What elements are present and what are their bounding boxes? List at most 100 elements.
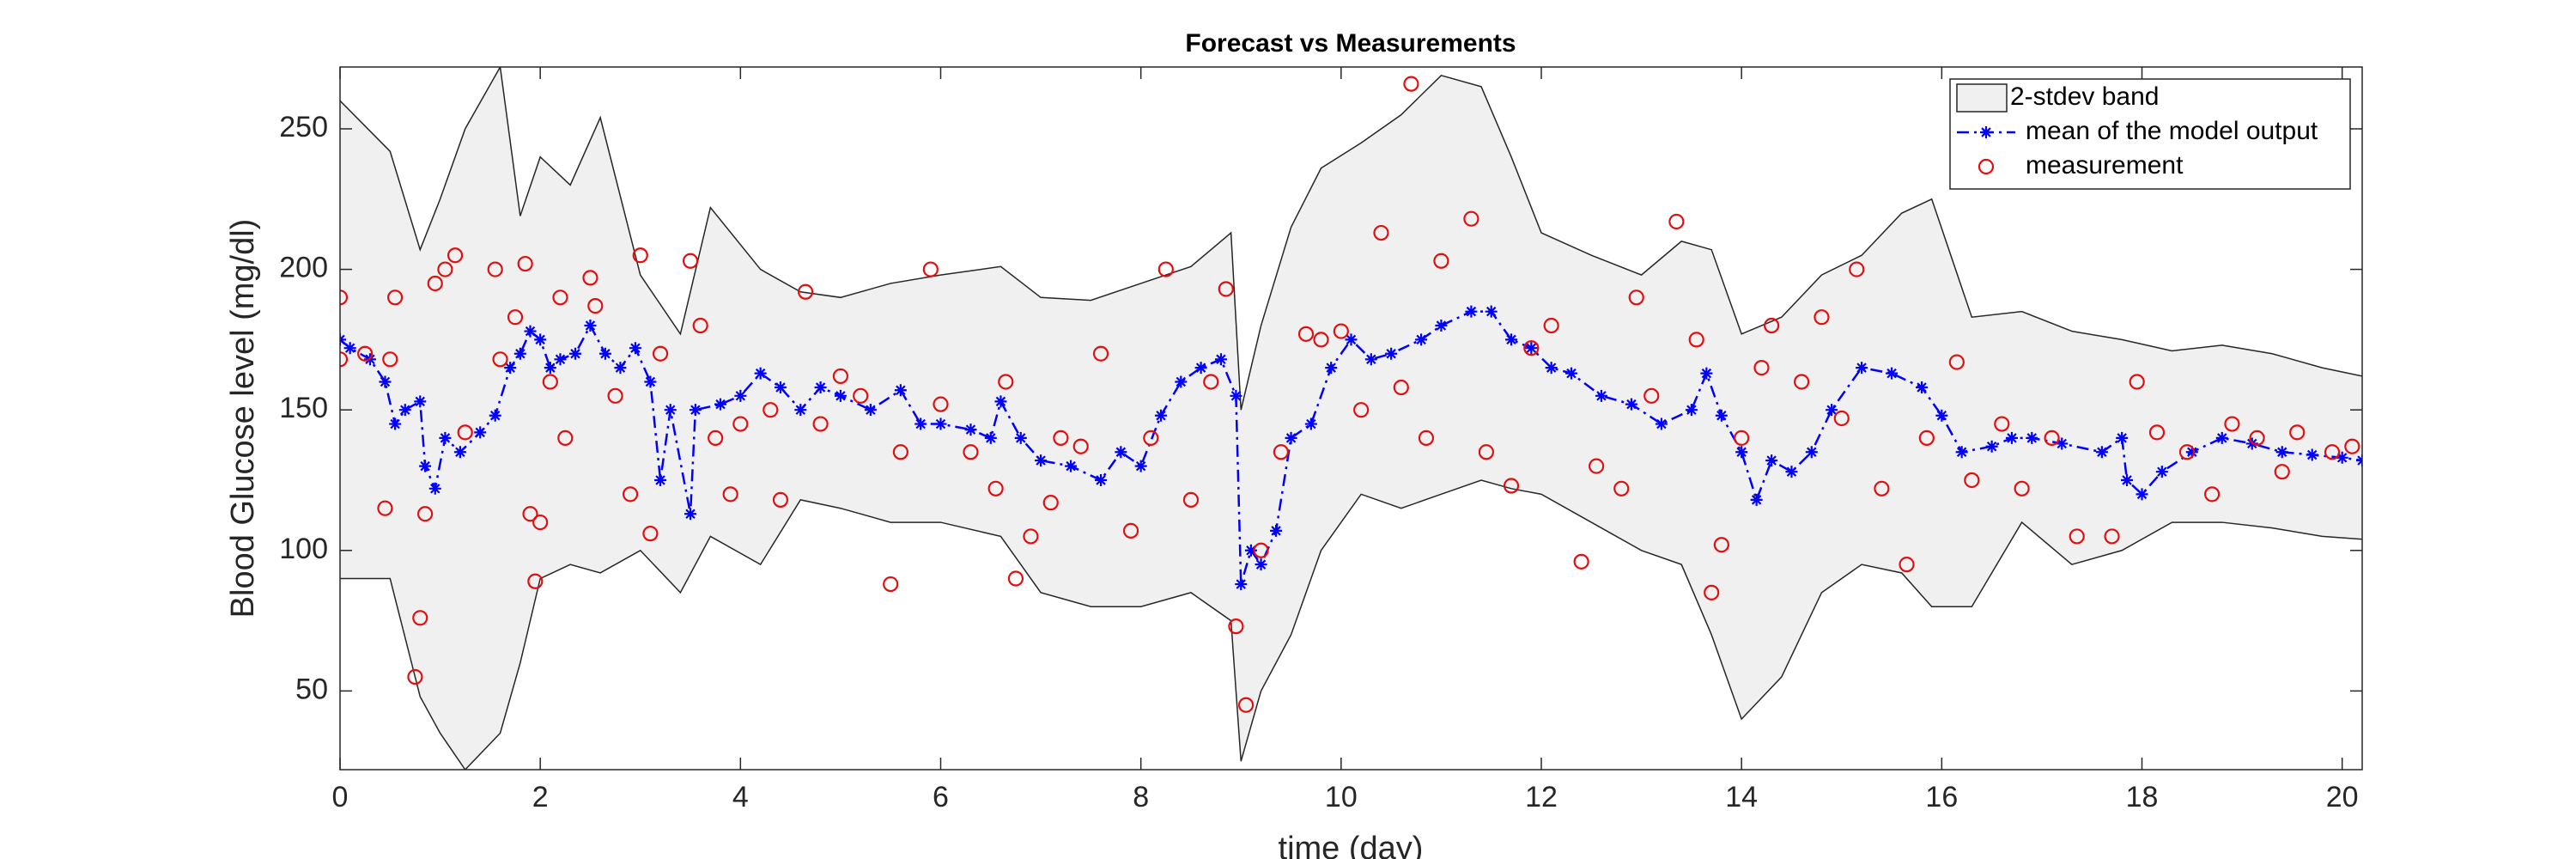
measurement-marker [557, 430, 574, 447]
measurement-marker [1688, 332, 1704, 348]
mean-marker [584, 320, 597, 332]
measurement-marker [762, 402, 779, 418]
measurement-marker [922, 261, 939, 277]
measurement-marker [2069, 528, 2085, 545]
mean-marker [1955, 446, 1968, 459]
mean-marker [1595, 389, 1607, 402]
mean-marker [1715, 409, 1728, 422]
measurement-marker [1218, 281, 1234, 297]
mean-marker [1345, 333, 1358, 346]
measurement-marker [1814, 309, 1830, 326]
y-tick-label: 150 [279, 392, 328, 424]
measurement-marker [1503, 478, 1520, 494]
measurement-marker [2249, 430, 2265, 447]
legend-swatch-marker [1980, 126, 1992, 138]
measurement-marker [587, 298, 604, 314]
mean-marker [1065, 460, 1078, 472]
mean-marker [1485, 305, 1498, 318]
mean-marker [513, 347, 526, 360]
measurement-marker [692, 317, 708, 334]
mean-marker [664, 404, 677, 417]
x-tick-label: 0 [332, 781, 349, 813]
measurement-marker [832, 368, 849, 385]
measurement-marker [1573, 553, 1589, 570]
mean-marker [2185, 446, 2198, 459]
x-tick-label: 2 [532, 781, 549, 813]
measurement-marker [387, 289, 404, 306]
measurement-marker [1403, 76, 1419, 92]
mean-marker [1655, 417, 1668, 430]
mean-marker [1325, 362, 1338, 375]
mean-marker [1700, 367, 1713, 380]
measurement-marker [1543, 317, 1559, 334]
mean-marker [754, 367, 767, 380]
mean-marker [814, 381, 827, 394]
measurement-marker [798, 283, 814, 300]
mean-marker [864, 404, 877, 417]
mean-marker [504, 362, 517, 375]
measurement-marker [377, 500, 393, 516]
mean-marker [1255, 558, 1267, 571]
measurement-marker [2224, 416, 2240, 432]
legend-box [1949, 78, 2351, 190]
mean-marker [2116, 431, 2129, 444]
mean-marker [689, 404, 702, 417]
measurement-marker [1273, 444, 1289, 460]
measurement-marker [487, 261, 503, 277]
mean-marker [964, 423, 977, 436]
measurement-marker [1899, 557, 1915, 573]
mean-marker [1235, 578, 1248, 591]
mean-marker [1564, 367, 1577, 380]
measurement-marker [2324, 444, 2341, 460]
mean-marker [1285, 431, 1297, 444]
measurement-marker [407, 668, 423, 685]
measurement-marker [340, 289, 349, 306]
measurement-marker [1433, 253, 1449, 269]
x-tick-label: 16 [1925, 781, 1958, 813]
mean-marker [1035, 454, 1048, 467]
x-tick-label: 8 [1133, 781, 1149, 813]
mean-marker [1214, 353, 1227, 366]
measurement-marker [2129, 374, 2145, 390]
mean-marker [614, 362, 627, 375]
measurement-marker [1228, 618, 1244, 635]
measurement-marker [1053, 430, 1069, 447]
measurement-marker [853, 387, 869, 404]
measurement-marker [582, 270, 598, 286]
mean-marker [1805, 446, 1818, 459]
mean-marker [389, 417, 402, 430]
mean-marker [524, 325, 537, 338]
mean-marker [1230, 389, 1242, 402]
mean-marker [1750, 493, 1763, 506]
mean-marker [419, 460, 432, 472]
mean-marker [1014, 431, 1027, 444]
x-tick-label: 12 [1525, 781, 1558, 813]
measurement-marker [1333, 323, 1349, 339]
measurement-marker [652, 345, 669, 362]
measurement-marker [2274, 464, 2290, 480]
measurement-marker [1253, 542, 1269, 558]
mean-marker [1886, 367, 1899, 380]
measurement-marker [437, 261, 453, 277]
mean-marker [2215, 431, 2228, 444]
legend: 2-stdev band mean of the model output meas… [1949, 78, 2351, 190]
measurement-marker [883, 576, 899, 593]
measurement-marker [732, 416, 749, 432]
measurement-marker [542, 374, 558, 390]
measurement-marker [1918, 430, 1935, 447]
mean-marker [534, 333, 547, 346]
measurement-marker [1182, 491, 1200, 508]
mean-marker [1985, 440, 1998, 453]
mean-marker [2306, 448, 2318, 461]
mean-marker [544, 362, 556, 375]
measurement-marker [412, 610, 428, 626]
measurement-marker [357, 345, 374, 362]
legend-swatch [1978, 158, 1995, 175]
mean-marker [1625, 398, 1637, 411]
mean-marker [1415, 333, 1428, 346]
measurement-marker [447, 247, 464, 264]
y-tick-label: 50 [295, 673, 328, 705]
measurement-marker [1643, 387, 1660, 404]
measurement-marker [812, 416, 829, 432]
measurement-marker [1704, 584, 1720, 600]
